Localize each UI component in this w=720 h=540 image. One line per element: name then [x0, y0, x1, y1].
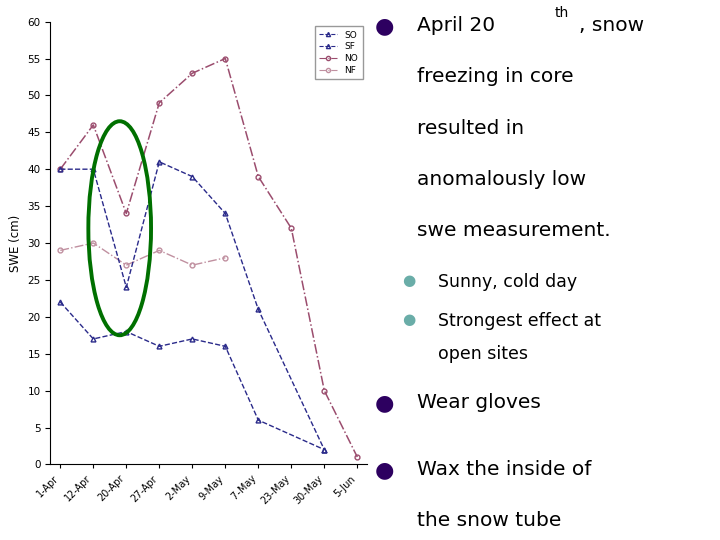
Text: Sunny, cold day: Sunny, cold day — [438, 273, 577, 291]
NO — [89, 122, 98, 128]
Text: anomalously low: anomalously low — [417, 170, 585, 189]
NO — [320, 387, 328, 394]
Line: SF: SF — [58, 300, 327, 452]
Text: ●: ● — [374, 393, 394, 413]
SO — [56, 166, 65, 172]
SO — [122, 284, 130, 291]
NF — [155, 247, 163, 254]
NO — [122, 210, 130, 217]
NF — [122, 262, 130, 268]
NO — [287, 225, 296, 232]
Text: ●: ● — [374, 460, 394, 480]
Text: April 20: April 20 — [417, 16, 495, 35]
Text: the snow tube: the snow tube — [417, 511, 561, 530]
SO — [221, 210, 230, 217]
Text: open sites: open sites — [438, 345, 528, 363]
Text: th: th — [554, 6, 568, 21]
SO — [89, 166, 98, 172]
Text: Wax the inside of: Wax the inside of — [417, 460, 591, 479]
NO — [254, 173, 263, 180]
Text: Wear gloves: Wear gloves — [417, 393, 541, 412]
Text: ●: ● — [402, 312, 415, 327]
Legend: SO, SF, NO, NF: SO, SF, NO, NF — [315, 26, 363, 79]
Text: Strongest effect at: Strongest effect at — [438, 312, 600, 329]
NO — [188, 70, 197, 77]
Text: ●: ● — [402, 273, 415, 288]
Text: , snow: , snow — [579, 16, 644, 35]
SO — [254, 306, 263, 313]
Line: NO: NO — [58, 56, 360, 460]
SF — [254, 417, 263, 423]
SF — [89, 336, 98, 342]
Text: resulted in: resulted in — [417, 119, 523, 138]
SO — [155, 159, 163, 165]
SF — [122, 328, 130, 335]
NO — [155, 99, 163, 106]
SF — [188, 336, 197, 342]
Text: freezing in core: freezing in core — [417, 68, 573, 86]
SF — [221, 343, 230, 349]
SF — [155, 343, 163, 349]
Y-axis label: SWE (cm): SWE (cm) — [9, 214, 22, 272]
SO — [320, 447, 328, 453]
NF — [56, 247, 65, 254]
Text: swe measurement.: swe measurement. — [417, 221, 611, 240]
NF — [188, 262, 197, 268]
SF — [56, 299, 65, 305]
NF — [221, 254, 230, 261]
Line: NF: NF — [58, 240, 228, 268]
SF — [320, 447, 328, 453]
SO — [188, 173, 197, 180]
Text: ●: ● — [374, 16, 394, 36]
NF — [89, 240, 98, 246]
NO — [56, 166, 65, 172]
NO — [353, 454, 361, 460]
NO — [221, 55, 230, 62]
Line: SO: SO — [58, 159, 327, 452]
